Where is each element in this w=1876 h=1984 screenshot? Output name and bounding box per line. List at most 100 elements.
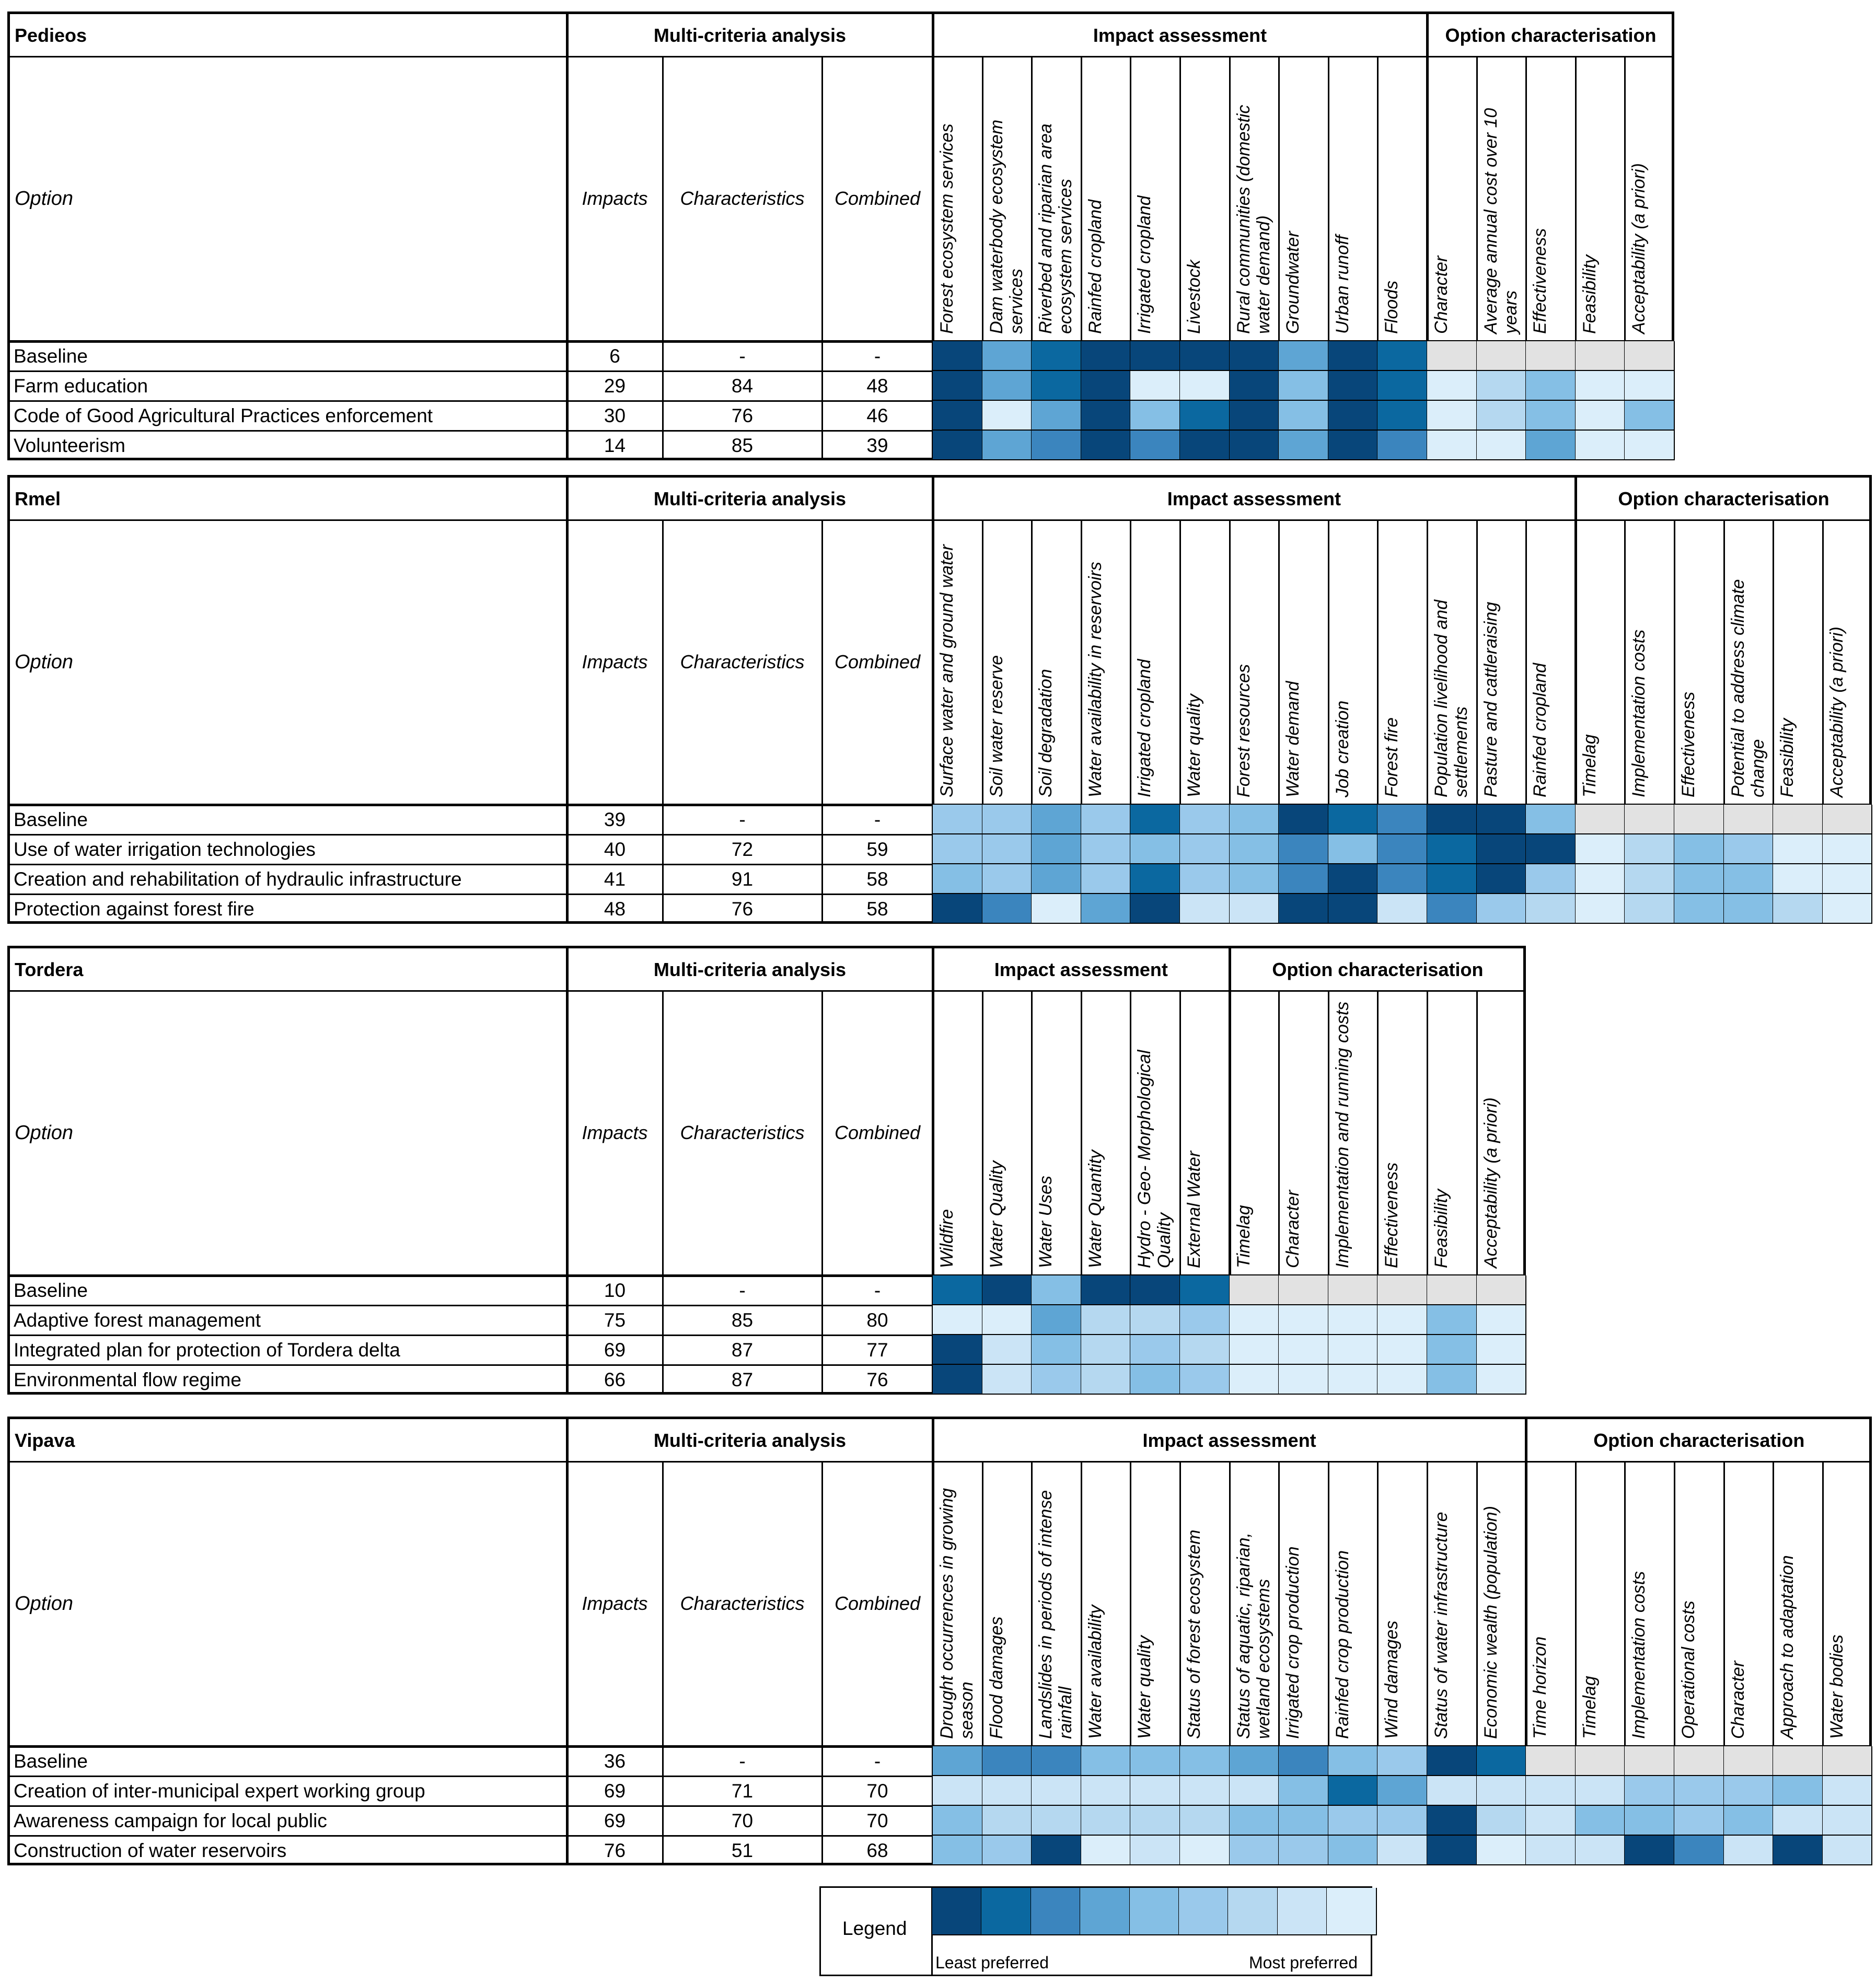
heat-cell xyxy=(1723,1746,1774,1776)
heat-cell xyxy=(1180,401,1230,431)
divider xyxy=(7,56,1674,57)
divider xyxy=(7,834,933,836)
combined-score: 80 xyxy=(866,1309,888,1331)
option-label: Baseline xyxy=(14,809,88,830)
divider xyxy=(821,520,823,924)
heat-cell xyxy=(1773,1836,1823,1865)
criterion-header: Water demand xyxy=(1283,681,1303,797)
divider xyxy=(1377,56,1379,341)
characteristics-column-header: Characteristics xyxy=(680,187,805,209)
criterion-header: Forest ecosystem services xyxy=(937,123,957,334)
heat-cell xyxy=(1032,864,1082,894)
divider xyxy=(662,991,664,1395)
divider xyxy=(7,1461,1872,1463)
heat-cell xyxy=(1229,1776,1280,1806)
criterion-header: Water Uses xyxy=(1036,1176,1056,1268)
heat-cell xyxy=(982,1776,1033,1806)
divider xyxy=(7,400,933,402)
divider xyxy=(1427,991,1428,1275)
heat-cell xyxy=(982,894,1033,924)
heat-cell xyxy=(1229,1746,1280,1776)
heat-cell xyxy=(1229,1305,1280,1335)
impacts-score: 69 xyxy=(604,1810,626,1831)
combined-score: - xyxy=(874,809,881,830)
heat-cell xyxy=(1279,1836,1329,1865)
criterion-header: Effectiveness xyxy=(1678,691,1698,797)
criterion-header: Approach to adaptation xyxy=(1777,1555,1798,1739)
criterion-header: Character xyxy=(1283,1190,1303,1268)
heat-cell xyxy=(1575,1776,1626,1806)
heat-cell xyxy=(1130,894,1180,924)
criterion-header: Implementation costs xyxy=(1629,629,1649,797)
divider xyxy=(1130,991,1132,1275)
criterion-header: Average annual cost over 10 years xyxy=(1480,108,1521,334)
heat-cell xyxy=(1377,1365,1428,1395)
heat-cell xyxy=(933,1806,983,1836)
divider xyxy=(7,340,1674,343)
heat-cell xyxy=(1081,1806,1131,1836)
divider xyxy=(1574,475,1577,924)
heat-cell xyxy=(1180,834,1230,864)
heat-cell xyxy=(1476,371,1527,401)
divider xyxy=(1525,56,1527,341)
divider xyxy=(1624,1461,1626,1746)
criterion-header: Water availability xyxy=(1085,1605,1105,1739)
heat-cell xyxy=(1229,401,1280,431)
heat-cell xyxy=(1229,1806,1280,1836)
heat-cell xyxy=(1625,431,1675,460)
criterion-header: Riverbed and riparian area ecosystem ser… xyxy=(1036,123,1076,334)
combined-score: 70 xyxy=(866,1780,888,1802)
legend-swatch xyxy=(932,1888,982,1935)
heat-cell xyxy=(1427,1836,1477,1865)
characteristics-score: 85 xyxy=(731,1309,754,1331)
heat-cell xyxy=(1526,805,1576,834)
divider xyxy=(1574,1461,1577,1746)
option-label: Baseline xyxy=(14,1280,88,1301)
impact-assessment-header: Impact assessment xyxy=(1142,1430,1316,1451)
divider xyxy=(1229,56,1231,341)
heat-cell xyxy=(933,1746,983,1776)
criterion-header: Potential to address climate change xyxy=(1728,579,1768,797)
heat-cell xyxy=(1130,1836,1180,1865)
heat-cell xyxy=(1723,1776,1774,1806)
heat-cell xyxy=(1822,894,1873,924)
combined-score: 58 xyxy=(866,898,888,920)
criterion-header: Drought occurrences in growing season xyxy=(937,1488,977,1739)
mca-header: Multi-criteria analysis xyxy=(653,25,847,46)
divider xyxy=(1327,991,1329,1275)
heat-cell xyxy=(1279,1746,1329,1776)
divider xyxy=(981,520,983,805)
heat-cell xyxy=(1328,1776,1379,1806)
criterion-header: Dam waterbody ecosystem services xyxy=(986,119,1026,334)
heat-cell xyxy=(1773,894,1823,924)
heat-cell xyxy=(1081,1746,1131,1776)
heat-cell xyxy=(1377,1305,1428,1335)
criterion-header: Floods xyxy=(1382,280,1402,334)
heat-cell xyxy=(933,431,983,460)
heat-cell xyxy=(1229,834,1280,864)
heat-cell xyxy=(1180,894,1230,924)
criterion-header: Forest resources xyxy=(1233,664,1254,797)
divider xyxy=(1427,1461,1428,1746)
divider xyxy=(932,475,934,924)
divider xyxy=(1476,1461,1478,1746)
heat-cell xyxy=(1377,1746,1428,1776)
criterion-header: Feasibility xyxy=(1431,1189,1451,1268)
heat-cell xyxy=(1032,371,1082,401)
heat-cell xyxy=(1032,1365,1082,1395)
legend-swatch xyxy=(981,1888,1032,1935)
divider xyxy=(1426,11,1429,460)
heat-cell xyxy=(1130,1365,1180,1395)
heat-cell xyxy=(1723,1836,1774,1865)
heat-cell xyxy=(1723,805,1774,834)
divider xyxy=(1377,991,1379,1275)
heat-cell xyxy=(1081,1776,1131,1806)
heat-cell xyxy=(982,401,1033,431)
criterion-header: Irrigated cropland xyxy=(1134,659,1155,797)
divider xyxy=(1080,1461,1082,1746)
characteristics-score: 84 xyxy=(731,375,754,397)
divider xyxy=(1130,56,1132,341)
heat-cell xyxy=(1377,401,1428,431)
heat-cell xyxy=(1377,1335,1428,1365)
heat-cell xyxy=(1081,341,1131,371)
